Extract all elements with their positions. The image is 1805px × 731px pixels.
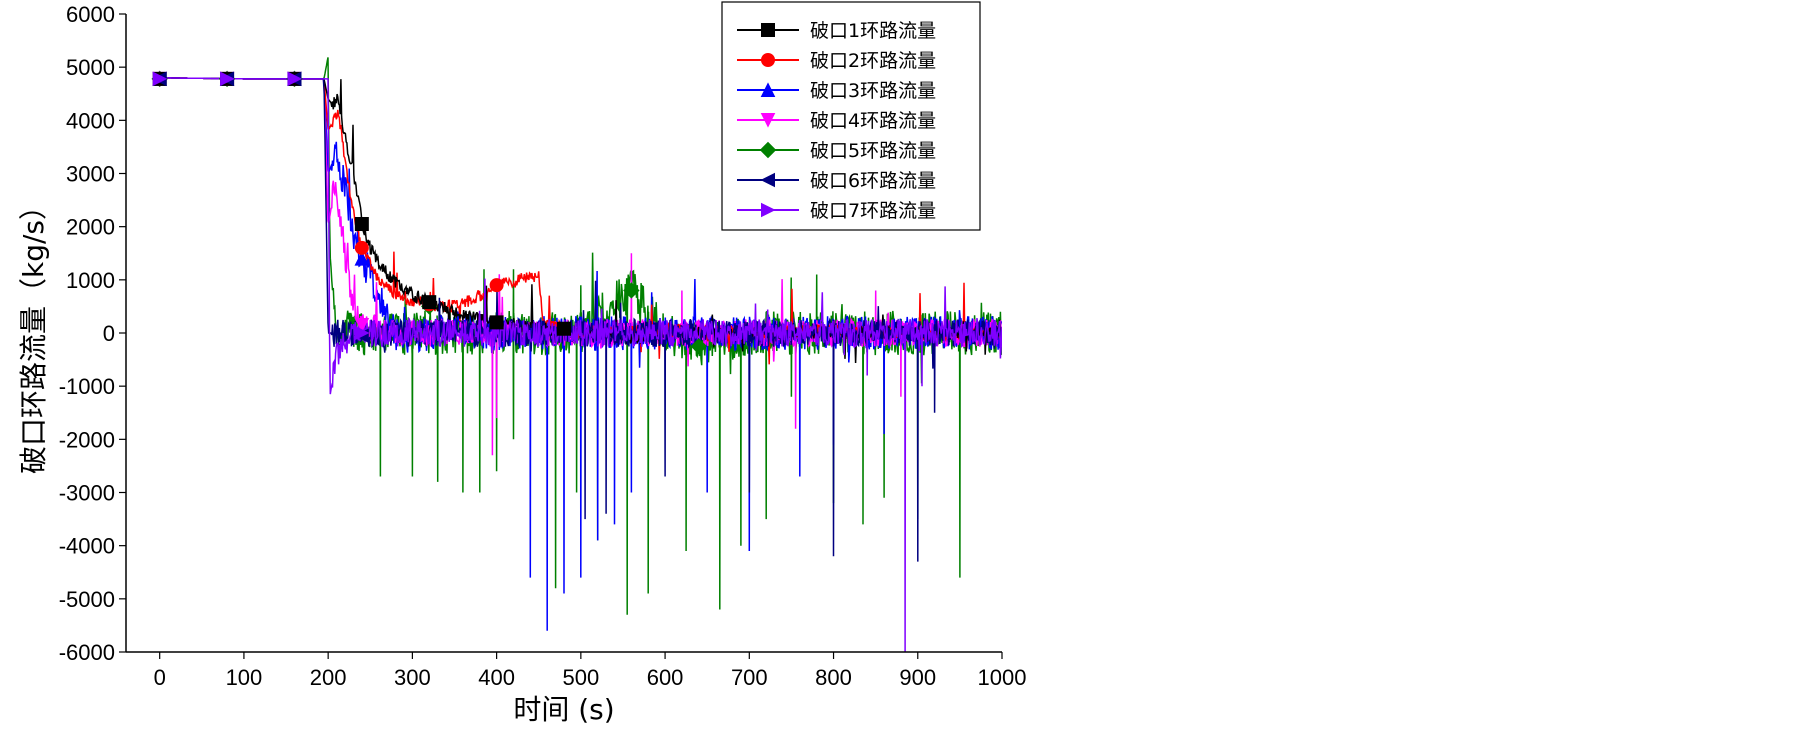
x-tick-label: 400 — [478, 665, 515, 690]
y-tick-label: -6000 — [59, 640, 115, 665]
y-tick-label: 4000 — [66, 108, 115, 133]
y-tick-label: 0 — [103, 321, 115, 346]
x-tick-label: 900 — [899, 665, 936, 690]
x-ticks: 0 100 200 300 400 500 600 700 800 900 1000 — [154, 652, 1027, 690]
series-7-marker — [287, 71, 303, 87]
x-axis-title: 时间 (s) — [513, 693, 614, 726]
legend-marker-7 — [761, 202, 776, 218]
legend-marker-4 — [760, 113, 776, 128]
x-tick-label: 800 — [815, 665, 852, 690]
legend: 破口1环路流量破口2环路流量破口3环路流量破口4环路流量破口5环路流量破口6环路… — [721, 1, 981, 231]
series-7-marker — [354, 325, 370, 341]
series-2-marker — [489, 278, 504, 293]
legend-label-2: 破口2环路流量 — [810, 50, 936, 72]
x-tick-label: 1000 — [978, 665, 1027, 690]
legend-marker-3 — [760, 82, 776, 97]
y-tick-label: 6000 — [66, 2, 115, 27]
y-tick-label: -5000 — [59, 587, 115, 612]
series-1-marker — [354, 217, 369, 232]
legend-label-7: 破口7环路流量 — [810, 200, 936, 222]
series-2-marker — [354, 240, 369, 255]
legend-label-5: 破口5环路流量 — [810, 140, 936, 162]
series-3-marker — [354, 250, 370, 266]
series-1-marker — [489, 315, 504, 330]
x-tick-label: 300 — [394, 665, 431, 690]
x-tick-label: 100 — [226, 665, 263, 690]
series-4-marker — [354, 318, 370, 333]
y-tick-label: 5000 — [66, 55, 115, 80]
series-1-marker — [422, 295, 437, 310]
x-tick-label: 0 — [154, 665, 166, 690]
y-tick-label: -4000 — [59, 534, 115, 559]
legend-label-3: 破口3环路流量 — [810, 80, 936, 102]
y-tick-label: -1000 — [59, 374, 115, 399]
x-tick-label: 500 — [562, 665, 599, 690]
x-tick-label: 700 — [731, 665, 768, 690]
legend-label-4: 破口4环路流量 — [810, 110, 936, 132]
y-tick-label: -3000 — [59, 481, 115, 506]
y-axis-title: 破口环路流量（kg/s） — [17, 192, 50, 474]
legend-label-6: 破口6环路流量 — [810, 170, 936, 192]
legend-marker-6 — [760, 172, 775, 188]
legend-marker-2 — [761, 53, 775, 67]
legend-marker-5 — [759, 141, 777, 159]
legend-label-1: 破口1环路流量 — [810, 20, 936, 42]
series-7-marker — [152, 71, 168, 87]
series-7-marker — [220, 71, 235, 87]
y-tick-label: 3000 — [66, 162, 115, 187]
series-1-marker — [557, 321, 571, 336]
y-tick-label: -2000 — [59, 427, 115, 452]
x-tick-label: 600 — [647, 665, 684, 690]
legend-marker-1 — [761, 23, 775, 37]
y-tick-label: 2000 — [66, 215, 115, 240]
series-5-marker — [690, 338, 707, 355]
y-tick-label: 1000 — [66, 268, 115, 293]
y-ticks: -6000 -5000 -4000 -3000 -2000 -1000 0 1000 2000 3… — [59, 2, 126, 665]
marker-layer — [151, 70, 707, 355]
legend-box — [721, 1, 981, 231]
x-tick-label: 200 — [310, 665, 347, 690]
series-5-marker — [623, 282, 640, 299]
